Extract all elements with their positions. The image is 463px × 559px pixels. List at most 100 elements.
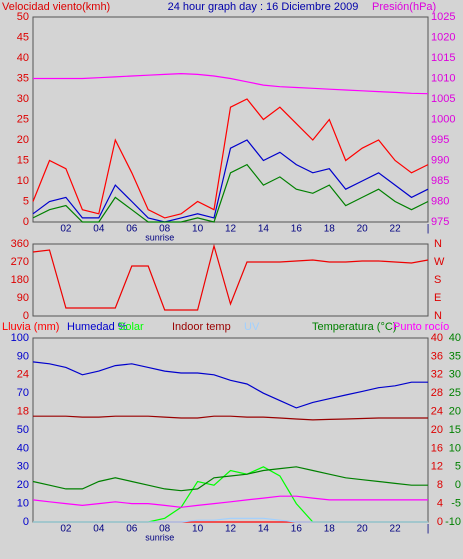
y-tick-label: 90 (17, 350, 29, 362)
y-tick-label: 50 (17, 424, 29, 436)
x-tick-label: 22 (390, 524, 402, 535)
y-tick-label: 20 (17, 479, 29, 491)
x-tick-label: 18 (324, 224, 336, 235)
x-tick-label: 10 (192, 524, 204, 535)
legend-entry: Indoor temp (172, 321, 231, 333)
y3-tick-label: 4 (437, 498, 443, 510)
y2-tick-label: -5 (451, 498, 461, 510)
series-line (32, 243, 429, 311)
y3-tick-label: 8 (437, 479, 443, 491)
series-line (33, 517, 428, 523)
y2-tick-label: 20 (449, 406, 461, 418)
y2-tick-label: 1025 (431, 11, 455, 23)
y2-tick-label: 1000 (431, 113, 455, 125)
x-tick-label: 16 (291, 224, 303, 235)
y2-tick-label: 1010 (431, 72, 455, 84)
x-tick-label: 22 (390, 224, 402, 235)
axis-label: Presión(hPa) (372, 1, 436, 13)
x-tick-label: 04 (93, 524, 105, 535)
legend-entry: Temperatura (°C) (312, 321, 396, 333)
y2-tick-label: 0 (455, 479, 461, 491)
y3-tick-label: 16 (431, 442, 443, 454)
y2-tick-label: N (434, 238, 442, 250)
legend-entry: Solar (118, 321, 144, 333)
y3-tick-label: 0 (437, 516, 443, 528)
y2-tick-label: W (434, 256, 445, 268)
y-tick-label: 360 (11, 238, 29, 250)
series-line (32, 98, 429, 219)
y3-tick-label: 20 (431, 424, 443, 436)
y-tick-label: 30 (17, 93, 29, 105)
y3-tick-label: 32 (431, 369, 443, 381)
series-line (32, 361, 428, 409)
y-tick-label: 35 (17, 72, 29, 84)
y-tick-label: 40 (17, 442, 29, 454)
legend-entry: Humedad % (67, 321, 128, 333)
legend-entry: UV (244, 321, 260, 333)
y-tick-label: 0 (23, 310, 29, 322)
y-tick-label: 270 (11, 256, 29, 268)
y-tick-label: 180 (11, 274, 29, 286)
y3-tick-label: 24 (431, 406, 443, 418)
y-tick-label: 25 (17, 113, 29, 125)
graph-title: 24 hour graph day : 16 Diciembre 2009 (168, 1, 359, 13)
legend-entry: Lluvia (mm) (2, 321, 59, 333)
y2-tick-label: 15 (449, 424, 461, 436)
x-tick-label: 06 (126, 524, 138, 535)
x-tick-label: 12 (225, 524, 237, 535)
y2-tick-label: S (434, 274, 441, 286)
x-tick-label: 18 (324, 524, 336, 535)
y2-tick-label: 5 (455, 461, 461, 473)
x-tick-label: 12 (225, 224, 237, 235)
y-tick-label: 90 (17, 292, 29, 304)
series-line (32, 139, 429, 223)
axis-label: Velocidad viento(kmh) (2, 1, 110, 13)
y-tick-label: 5 (23, 195, 29, 207)
x-tick-label: 04 (93, 224, 105, 235)
series-line (32, 163, 429, 223)
series-line (33, 72, 429, 95)
y4-tick-label: 18 (17, 406, 29, 418)
y2-tick-label: 10 (449, 442, 461, 454)
series-line (32, 466, 428, 492)
y2-tick-label: 995 (431, 134, 449, 146)
y2-tick-label: 1015 (431, 52, 455, 64)
y-tick-label: 45 (17, 31, 29, 43)
x-tick-label: 20 (357, 224, 369, 235)
x-tick-label: | (427, 224, 430, 235)
y3-tick-label: 40 (431, 332, 443, 344)
y2-tick-label: 975 (431, 216, 449, 228)
x-tick-label: 08 (159, 224, 171, 235)
x-tick-label: 14 (258, 224, 270, 235)
y-tick-label: 0 (23, 516, 29, 528)
y2-tick-label: 25 (449, 387, 461, 399)
y-tick-label: 70 (17, 387, 29, 399)
x-tick-label: 08 (159, 524, 171, 535)
y-tick-label: 50 (17, 11, 29, 23)
x-tick-label: 20 (357, 524, 369, 535)
x-tick-label: 02 (60, 224, 72, 235)
y-tick-label: 20 (17, 134, 29, 146)
y2-tick-label: 980 (431, 195, 449, 207)
y3-tick-label: 12 (431, 461, 443, 473)
y2-tick-label: 30 (449, 369, 461, 381)
y2-tick-label: 40 (449, 332, 461, 344)
y2-tick-label: N (434, 310, 442, 322)
series-line (33, 415, 428, 421)
y-tick-label: 0 (23, 216, 29, 228)
y-tick-label: 100 (11, 332, 29, 344)
y3-tick-label: 36 (431, 350, 443, 362)
y2-tick-label: E (434, 292, 441, 304)
y2-tick-label: 35 (449, 350, 461, 362)
y2-tick-label: 1005 (431, 93, 455, 105)
series-line (32, 495, 428, 508)
legend-entry: Punto rocío (393, 321, 449, 333)
y4-tick-label: 24 (17, 369, 29, 381)
sunrise-label: sunrise (145, 532, 174, 542)
y-tick-label: 40 (17, 52, 29, 64)
y2-tick-label: 1020 (431, 31, 455, 43)
y3-tick-label: 28 (431, 387, 443, 399)
x-tick-label: 10 (192, 224, 204, 235)
x-tick-label: 16 (291, 524, 303, 535)
y-tick-label: 15 (17, 154, 29, 166)
